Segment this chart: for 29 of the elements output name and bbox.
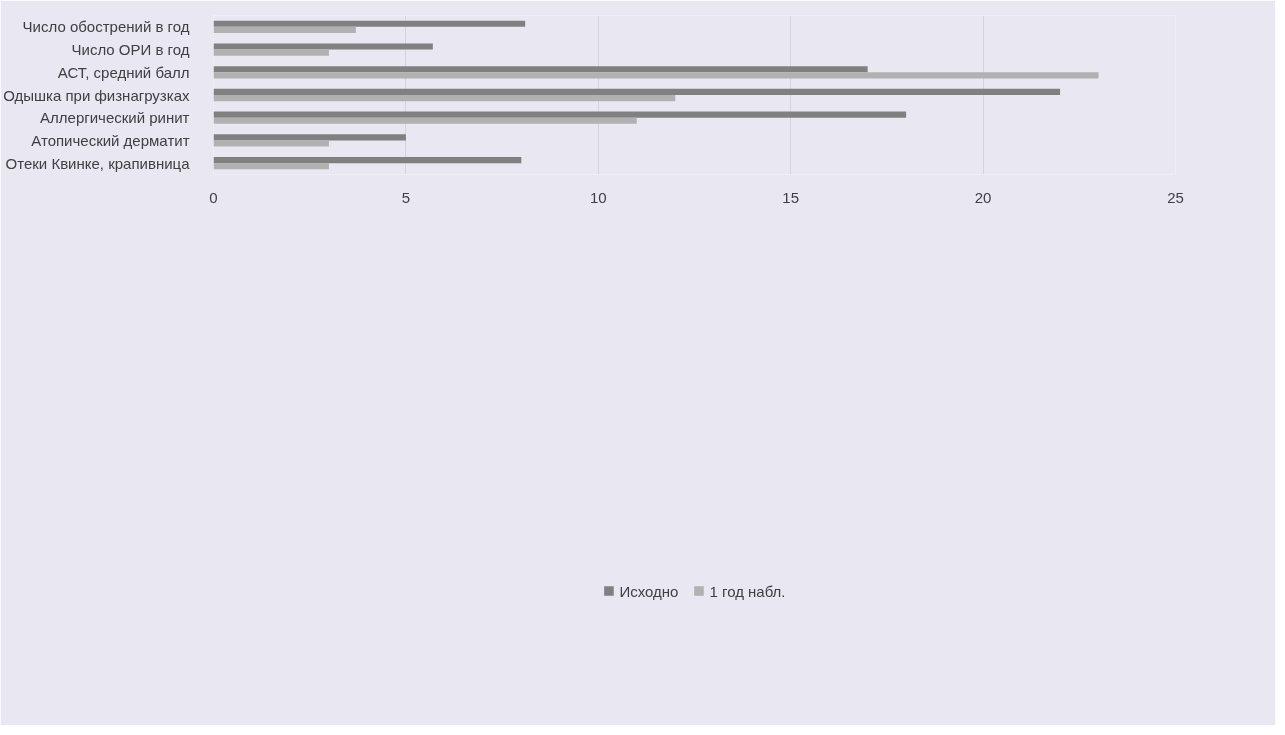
x-tick-label: 0 xyxy=(209,188,218,206)
y-tick-label: Одышка при физнагрузках xyxy=(3,86,190,104)
y-tick-label: Атопический дерматит xyxy=(31,131,190,149)
y-tick-label: Число ОРИ в год xyxy=(71,41,190,59)
bar xyxy=(213,26,356,33)
y-tick-label: Аллергический ринит xyxy=(40,109,190,127)
x-tick-label: 10 xyxy=(589,188,607,206)
bar xyxy=(213,88,1061,95)
bar xyxy=(213,43,433,50)
bar xyxy=(213,157,522,164)
legend-label: 1 год набл. xyxy=(709,582,786,600)
bar xyxy=(213,140,329,147)
bar xyxy=(213,111,907,118)
x-tick-label: 20 xyxy=(974,188,992,206)
x-tick-label: 25 xyxy=(1167,188,1184,206)
y-tick-label: Отеки Квинке, крапивница xyxy=(5,154,191,172)
bar xyxy=(213,72,1099,79)
x-tick-label: 15 xyxy=(782,188,800,206)
bar xyxy=(213,163,329,170)
bar xyxy=(213,95,676,102)
bar xyxy=(213,134,406,141)
bar xyxy=(213,66,868,73)
bar xyxy=(213,49,329,56)
bar xyxy=(213,20,526,27)
legend-label: Исходно xyxy=(619,582,679,600)
bar xyxy=(213,117,637,124)
y-tick-label: АСТ, средний балл xyxy=(57,63,190,81)
y-tick-label: Число обострений в год xyxy=(22,18,190,36)
x-tick-label: 5 xyxy=(401,188,411,206)
